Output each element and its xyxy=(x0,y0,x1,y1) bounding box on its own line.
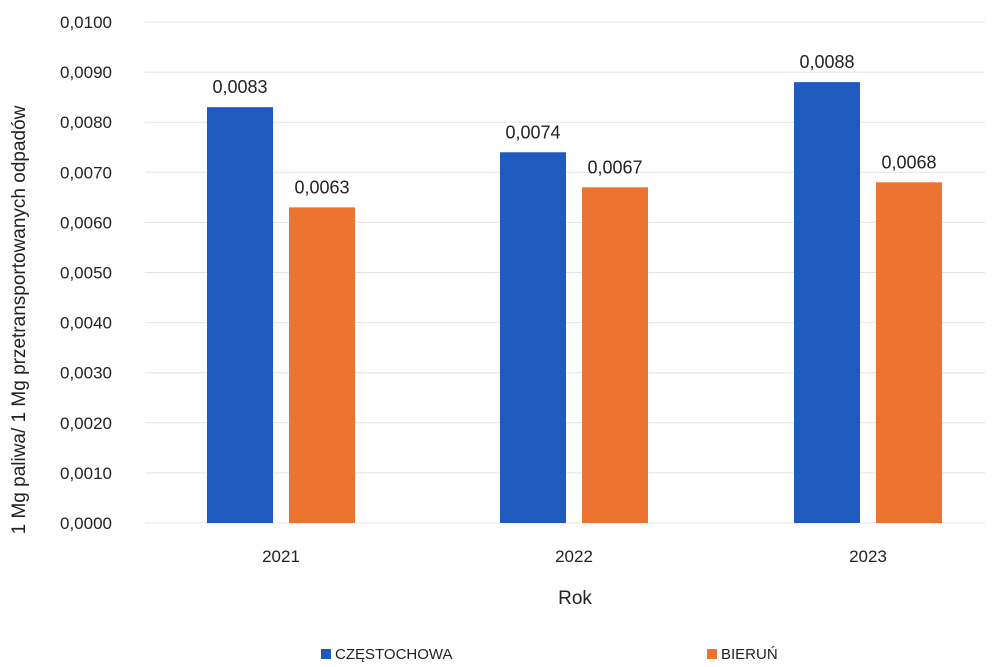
y-tick-label: 0,0040 xyxy=(60,314,112,333)
legend: CZĘSTOCHOWA BIERUŃ xyxy=(321,646,778,663)
y-tick-label: 0,0080 xyxy=(60,113,112,132)
data-label: 0,0067 xyxy=(587,157,642,177)
data-label: 0,0063 xyxy=(294,177,349,197)
x-tick-label: 2022 xyxy=(555,547,593,566)
y-tick-label: 0,0010 xyxy=(60,464,112,483)
legend-item: CZĘSTOCHOWA xyxy=(321,646,453,663)
data-label: 0,0088 xyxy=(799,52,854,72)
y-tick-label: 0,0050 xyxy=(60,264,112,283)
x-tick-label: 2023 xyxy=(849,547,887,566)
y-tick-label: 0,0100 xyxy=(60,13,112,32)
legend-item: BIERUŃ xyxy=(707,646,778,663)
legend-swatch xyxy=(707,649,717,659)
y-tick-label: 0,0030 xyxy=(60,364,112,383)
y-axis-ticks: 0,0000 0,0010 0,0020 0,0030 0,0040 0,0050 0,00… xyxy=(60,13,112,533)
x-axis-ticks: 2021 2022 2023 xyxy=(262,547,887,566)
y-tick-label: 0,0020 xyxy=(60,414,112,433)
data-labels: 0,0083 0,0074 0,0088 0,0063 0,0067 0,0068 xyxy=(212,52,936,197)
data-label: 0,0074 xyxy=(505,122,560,142)
bar xyxy=(207,107,273,524)
bar xyxy=(582,187,648,523)
legend-label: BIERUŃ xyxy=(721,646,778,662)
bar xyxy=(500,152,566,523)
legend-label: CZĘSTOCHOWA xyxy=(335,646,453,662)
y-tick-label: 0,0000 xyxy=(60,514,112,533)
data-label: 0,0083 xyxy=(212,77,267,97)
bar xyxy=(876,182,942,523)
data-label: 0,0068 xyxy=(881,152,936,172)
bar xyxy=(289,207,355,523)
x-axis-title: Rok xyxy=(558,588,592,609)
x-tick-label: 2021 xyxy=(262,547,300,566)
legend-swatch xyxy=(321,649,331,659)
y-tick-label: 0,0060 xyxy=(60,213,112,232)
y-axis-title: 1 Mg paliwa/ 1 Mg przetransportowanych o… xyxy=(9,105,30,534)
bar xyxy=(794,82,860,524)
bars xyxy=(207,82,942,524)
y-tick-label: 0,0070 xyxy=(60,163,112,182)
y-tick-label: 0,0090 xyxy=(60,63,112,82)
